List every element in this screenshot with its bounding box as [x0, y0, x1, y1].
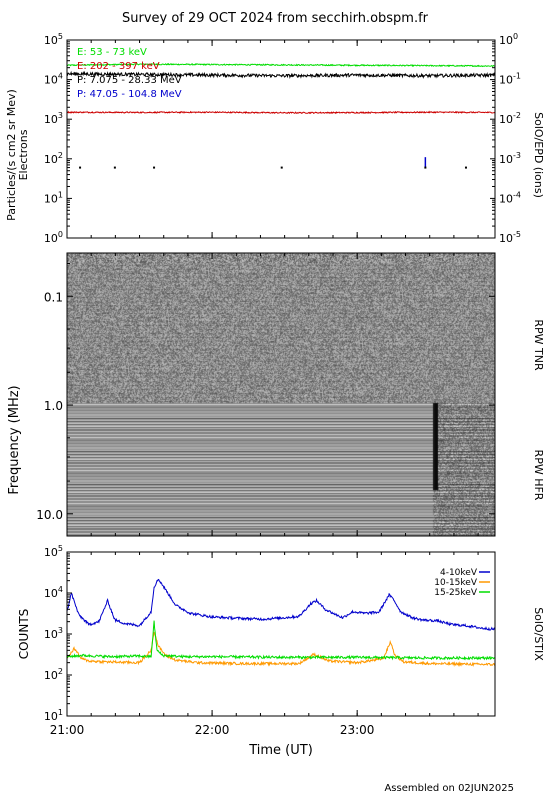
rpw-y-ticks: 0.1 1.0 10.0 — [36, 263, 495, 522]
particles-frame — [66, 39, 496, 239]
particles-plot-area — [66, 62, 496, 169]
particles-ylabel-electrons: Electrons — [17, 129, 30, 180]
particles-point — [424, 166, 427, 169]
particles-y2tick-label: 10-5 — [499, 230, 521, 245]
time-axis-label: Time (UT) — [248, 743, 313, 758]
stix-series-line — [66, 631, 496, 667]
particles-y2tick-label: 100 — [499, 32, 518, 47]
rpw-spectrogram-image — [67, 253, 495, 536]
particles-right-label: SolO/EPD (ions) — [532, 112, 545, 198]
particles-ytick-label: 100 — [44, 230, 63, 245]
rpw-ytick-label: 10.0 — [36, 508, 63, 522]
stix-plot-area — [66, 578, 496, 667]
particles-legend-entry: P: 47.05 - 104.8 MeV — [77, 89, 182, 100]
particles-y2tick-label: 10-1 — [499, 72, 521, 87]
particles-y2tick-label: 10-4 — [499, 190, 521, 205]
time-tick-label: 22:00 — [195, 723, 230, 737]
rpw-ytick-label: 1.0 — [44, 399, 63, 413]
stix-ytick-label: 102 — [44, 667, 63, 682]
stix-ylabel: COUNTS — [17, 609, 31, 660]
stix-y-ticks: 101 102 103 104 105 — [44, 544, 72, 723]
rpw-hfr-label: RPW HFR — [532, 450, 545, 501]
time-tick-label: 23:00 — [340, 723, 375, 737]
particles-series-line — [66, 70, 496, 80]
particles-y2-ticks: 10-5 10-4 10-3 10-2 10-1 100 — [490, 32, 521, 245]
figure-title: Survey of 29 OCT 2024 from secchirh.obsp… — [122, 11, 429, 26]
particles-legend-entry: E: 202 - 397 keV — [77, 61, 160, 72]
particles-point — [153, 166, 156, 169]
particles-point — [79, 166, 82, 169]
stix-right-label: SolO/STIX — [532, 607, 545, 661]
particles-ylabel: Particles/(s cm2 sr Mev) — [5, 89, 18, 221]
particles-legend-entry: P: 7.075 - 28.33 MeV — [77, 75, 182, 86]
particles-legend-entry: E: 53 - 73 keV — [77, 47, 147, 58]
rpw-panel: 0.1 1.0 10.0 Frequency (MHz) RPW TNR RPW H… — [7, 252, 545, 537]
particles-y-ticks: 100 101 102 103 104 105 — [44, 32, 72, 245]
stix-ytick-label: 103 — [44, 626, 63, 641]
stix-legend-entry: 4-10keV — [440, 568, 478, 578]
time-tick-label: 21:00 — [50, 723, 85, 737]
stix-ytick-label: 101 — [44, 708, 63, 723]
stix-ytick-label: 105 — [44, 544, 63, 559]
particles-series-line — [66, 62, 495, 68]
stix-legend-entry: 10-15keV — [434, 578, 478, 588]
particles-point — [280, 166, 283, 169]
stix-series-line — [66, 578, 496, 631]
particles-ytick-label: 103 — [44, 111, 63, 126]
rpw-ylabel: Frequency (MHz) — [7, 385, 22, 494]
particles-y2tick-label: 10-2 — [499, 111, 521, 126]
rpw-spectrogram — [67, 253, 495, 536]
stix-series-line — [66, 620, 496, 661]
particles-series-line — [66, 110, 496, 115]
particles-point — [113, 166, 116, 169]
particles-ytick-label: 102 — [44, 151, 63, 166]
stix-ytick-label: 104 — [44, 585, 63, 600]
rpw-tnr-label: RPW TNR — [532, 319, 545, 371]
stix-frame — [66, 551, 496, 717]
stix-legend-entry: 15-25keV — [434, 588, 478, 598]
particles-ytick-label: 101 — [44, 190, 63, 205]
particles-point — [464, 166, 467, 169]
particles-legend: E: 53 - 73 keV E: 202 - 397 keV P: 7.075 -… — [77, 47, 182, 100]
rpw-frame — [66, 252, 496, 537]
time-axis-ticks: 21:00 22:00 23:00 — [50, 40, 479, 737]
particles-ytick-label: 105 — [44, 32, 63, 47]
particles-ytick-label: 104 — [44, 72, 63, 87]
particles-y2tick-label: 10-3 — [499, 151, 521, 166]
footer-assembled: Assembled on 02JUN2025 — [384, 783, 514, 794]
rpw-ytick-label: 0.1 — [44, 290, 63, 304]
